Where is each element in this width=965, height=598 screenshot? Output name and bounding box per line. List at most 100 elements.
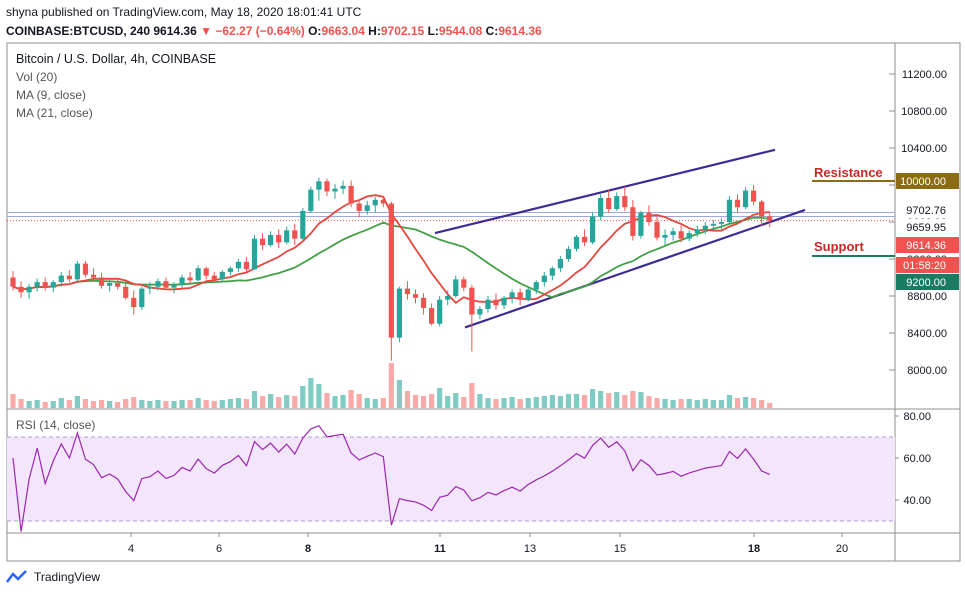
volume-bar xyxy=(251,391,258,408)
volume-bar xyxy=(718,400,724,408)
time-tick-label: 6 xyxy=(216,543,222,555)
annotations: 10000.00 9702.76 9659.95 9614.36 01:58:20 920… xyxy=(812,165,959,290)
volume-bar xyxy=(686,399,692,408)
channel-line xyxy=(434,148,776,235)
volume-bar xyxy=(638,392,644,408)
volume-bar xyxy=(469,383,475,408)
volume-bar xyxy=(726,395,733,408)
candle-body xyxy=(131,297,137,308)
candle-body xyxy=(219,271,225,280)
price-tick-label: 11200.00 xyxy=(902,69,947,81)
volume-bar xyxy=(590,389,596,408)
candle-body xyxy=(557,259,563,269)
candle-body xyxy=(259,238,266,246)
volume-bar xyxy=(525,398,531,408)
volume-bar xyxy=(332,396,338,408)
volume-bar xyxy=(742,397,749,408)
published-line: shyna published on TradingView.com, May … xyxy=(6,5,362,19)
volume-bar xyxy=(549,395,555,408)
price-label-text: 9702.76 xyxy=(906,205,946,217)
volume-bar xyxy=(453,393,459,408)
candle-body xyxy=(412,294,419,298)
candle-body xyxy=(211,275,217,280)
rsi-tick-label: 60.00 xyxy=(903,453,931,465)
candle-body xyxy=(308,189,314,211)
price-tick-label: 8000.00 xyxy=(907,365,947,377)
price-label-text: 9659.95 xyxy=(906,222,946,234)
volume-bar xyxy=(412,395,419,408)
candle-body xyxy=(662,234,668,238)
candle-body xyxy=(18,286,24,293)
volume-bar xyxy=(573,394,580,408)
volume-bar xyxy=(759,400,765,408)
rsi-tick-label: 40.00 xyxy=(903,495,931,507)
candle-body xyxy=(316,181,322,190)
candle-body xyxy=(300,210,306,239)
volume-bar xyxy=(171,401,177,408)
volume-bar xyxy=(268,394,274,408)
volume-bar xyxy=(694,400,700,408)
candle-body xyxy=(654,222,660,238)
price-label-box xyxy=(896,173,959,189)
tradingview-logo-icon xyxy=(6,570,27,583)
volume-bar xyxy=(614,392,620,408)
volume-bar xyxy=(710,400,716,408)
volume-bar xyxy=(203,400,209,408)
volume-bar xyxy=(235,398,241,408)
time-tick-label: 20 xyxy=(836,543,848,555)
candle-body xyxy=(501,297,507,306)
time-axis: 4 6 8 11 13 15 18 20 xyxy=(128,533,848,555)
candle-body xyxy=(66,275,72,280)
volume-bar xyxy=(115,402,121,408)
volume-bar xyxy=(420,396,427,408)
trend-channel xyxy=(434,148,806,329)
last-price: 9614.36 xyxy=(153,24,197,38)
candle-body xyxy=(533,282,539,290)
candle-body xyxy=(541,275,547,283)
candle-body xyxy=(429,308,435,324)
time-tick-label: 18 xyxy=(748,543,760,555)
support-label: Support xyxy=(814,239,864,254)
volume-bar xyxy=(461,397,467,408)
volume-bar xyxy=(300,386,306,408)
candle-body xyxy=(187,277,193,281)
close-label: C: xyxy=(485,24,499,38)
candle-body xyxy=(469,287,475,315)
ma9-legend: MA (9, close) xyxy=(16,88,87,102)
candle-body xyxy=(276,234,282,243)
volume-bar xyxy=(42,402,48,408)
volume-bar xyxy=(90,401,97,408)
volume-bar xyxy=(179,400,185,408)
price-label-box xyxy=(896,257,959,273)
volume-bar xyxy=(98,400,105,408)
volume-bar xyxy=(598,391,604,408)
volume-bars xyxy=(10,363,773,408)
volume-bar xyxy=(66,400,72,408)
volume-bar xyxy=(646,396,652,408)
volume-bar xyxy=(243,399,250,408)
volume-bar xyxy=(493,399,499,408)
volume-bar xyxy=(678,399,684,408)
footer-logo[interactable]: TradingView xyxy=(6,570,100,584)
volume-bar xyxy=(477,394,483,408)
volume-bar xyxy=(316,384,322,408)
candle-body xyxy=(268,234,274,246)
candle-body xyxy=(477,308,483,315)
candle-body xyxy=(147,286,153,289)
candle-body xyxy=(251,238,258,270)
candle-body xyxy=(646,212,652,222)
price-label-box xyxy=(896,202,959,218)
close-value: 9614.36 xyxy=(498,24,542,38)
volume-bar xyxy=(147,401,153,408)
volume-bar xyxy=(292,396,298,408)
candle-body xyxy=(453,279,459,296)
low-label: L: xyxy=(427,24,439,38)
volume-bar xyxy=(404,391,411,408)
rsi-tick-label: 80.00 xyxy=(903,411,931,423)
candle-body xyxy=(549,268,555,276)
volume-bar xyxy=(211,401,217,408)
candle-body xyxy=(155,281,161,287)
volume-bar xyxy=(324,393,330,408)
price-tick-label: 10400.00 xyxy=(901,143,947,155)
